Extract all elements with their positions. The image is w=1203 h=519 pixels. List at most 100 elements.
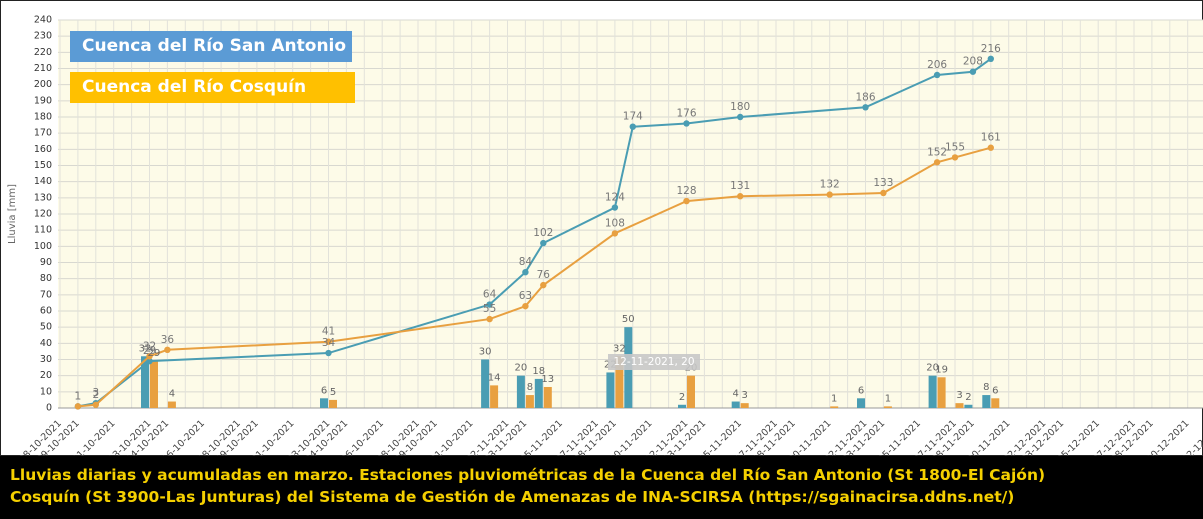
- line-point: [933, 71, 941, 79]
- y-tick-label: 180: [34, 112, 52, 123]
- y-tick-label: 70: [40, 289, 52, 300]
- bar: [678, 404, 686, 408]
- legend-item: Cuenca del Río Cosquín: [70, 72, 355, 103]
- y-tick-label: 60: [40, 306, 52, 317]
- bar: [320, 398, 328, 408]
- line-point: [629, 123, 636, 130]
- caption: Lluvias diarias y acumuladas en marzo. E…: [0, 456, 1203, 519]
- bar-label: 1: [831, 393, 837, 404]
- point-label: 34: [322, 337, 336, 349]
- point-label: 152: [927, 146, 947, 158]
- y-tick-label: 170: [34, 128, 52, 139]
- tooltip-box: [608, 354, 700, 370]
- line-point: [683, 197, 690, 205]
- bar: [937, 377, 946, 408]
- point-label: 186: [855, 91, 875, 103]
- point-label: 216: [981, 43, 1001, 55]
- line-point: [325, 338, 332, 345]
- bar: [141, 356, 149, 408]
- point-label: 3: [92, 387, 99, 399]
- bar: [329, 399, 337, 408]
- bar: [525, 395, 534, 408]
- bar-label: 6: [992, 385, 998, 396]
- bar-label: 29: [148, 348, 161, 359]
- line-point: [933, 159, 941, 166]
- legend-item: Cuenca del Río San Antonio: [70, 31, 352, 62]
- point-label: 128: [676, 185, 696, 197]
- line-point: [951, 154, 959, 161]
- bar-label: 2: [965, 392, 971, 403]
- bar: [481, 359, 490, 408]
- line-point: [611, 204, 619, 211]
- point-label: 208: [963, 56, 983, 68]
- line-point: [92, 401, 100, 408]
- bar: [740, 403, 749, 408]
- y-tick-label: 30: [40, 354, 52, 365]
- point-label: 132: [820, 179, 840, 191]
- bar: [731, 401, 740, 408]
- line-point: [540, 281, 547, 289]
- bar-label: 3: [956, 390, 962, 401]
- bar-label: 4: [733, 389, 739, 400]
- y-tick-label: 90: [40, 257, 52, 268]
- bar: [830, 406, 839, 408]
- y-tick-label: 190: [34, 95, 52, 106]
- point-label: 206: [927, 59, 947, 71]
- y-tick-label: 0: [46, 403, 52, 414]
- bar: [964, 404, 973, 408]
- bar-label: 20: [515, 363, 528, 374]
- bar-label: 20: [926, 363, 939, 374]
- y-tick-label: 50: [40, 322, 52, 333]
- bar-label: 1: [885, 393, 891, 404]
- point-label: 1: [75, 390, 82, 402]
- point-label: 102: [533, 227, 553, 239]
- line-point: [540, 239, 547, 247]
- bar-label: 6: [858, 385, 864, 396]
- line-point: [74, 403, 82, 410]
- point-label: 36: [161, 334, 175, 346]
- point-label: 174: [623, 111, 643, 123]
- line-point: [486, 301, 493, 308]
- y-tick-label: 150: [34, 160, 52, 171]
- point-label: 155: [945, 141, 965, 153]
- tooltip-text: 12-11-2021, 20: [613, 356, 694, 368]
- bar-label: 8: [983, 382, 989, 393]
- bar: [687, 375, 695, 408]
- bar-label: 4: [169, 389, 175, 400]
- point-label: 63: [519, 290, 532, 302]
- line-point: [146, 353, 153, 360]
- line-point: [737, 193, 744, 200]
- y-tick-label: 20: [40, 370, 52, 381]
- line-point: [987, 144, 994, 151]
- y-tick-label: 220: [34, 47, 52, 58]
- y-tick-label: 160: [34, 144, 52, 155]
- caption-line: Cosquín (St 3900-Las Junturas) del Siste…: [10, 488, 1015, 506]
- bar: [883, 406, 892, 408]
- bar-label: 19: [935, 364, 948, 375]
- point-label: 1: [75, 390, 82, 402]
- point-label: 176: [676, 107, 696, 119]
- line-point: [146, 357, 153, 365]
- point-label: 124: [605, 192, 625, 204]
- bar: [615, 356, 624, 408]
- line-point: [522, 269, 529, 276]
- y-tick-label: 110: [34, 225, 52, 236]
- point-label: 133: [873, 177, 893, 189]
- bar-label: 8: [527, 382, 533, 393]
- y-tick-label: 80: [40, 273, 52, 284]
- point-label: 161: [981, 132, 1001, 144]
- line-point: [486, 315, 493, 323]
- y-tick-label: 210: [34, 63, 52, 74]
- y-tick-label: 40: [40, 338, 52, 349]
- y-tick-label: 130: [34, 192, 52, 203]
- point-label: 108: [605, 217, 625, 229]
- bar-label: 5: [330, 387, 336, 398]
- line-point: [880, 189, 887, 197]
- point-label: 32: [143, 340, 156, 352]
- y-tick-label: 200: [34, 79, 52, 90]
- bar: [606, 372, 615, 408]
- point-label: 55: [483, 303, 496, 315]
- bar-label: 50: [622, 314, 635, 325]
- bar: [982, 395, 991, 408]
